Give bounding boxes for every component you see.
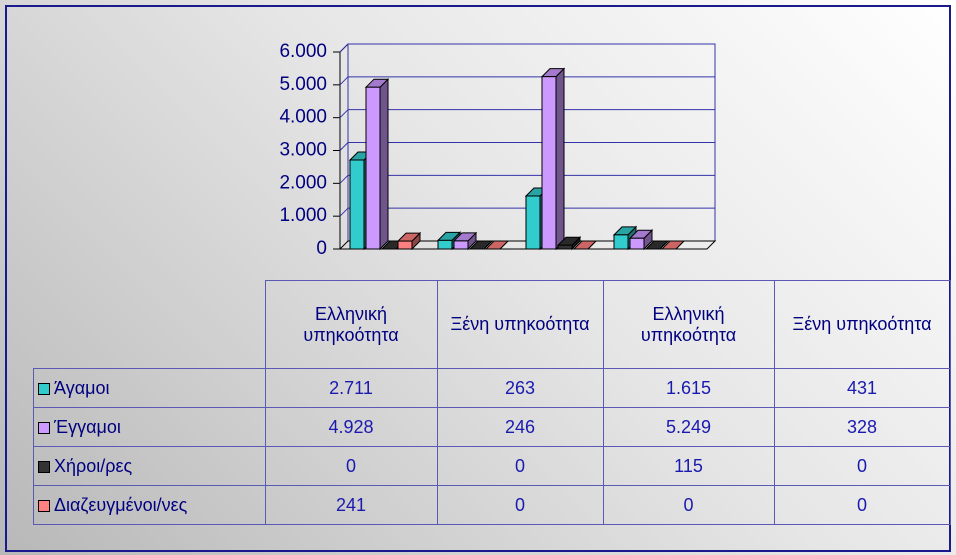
value-cell: 0 [773,446,951,486]
frame [5,5,951,552]
legend-key [38,499,50,512]
value-cell: 0 [436,446,604,486]
value-cell: 0 [602,485,775,525]
bar [629,237,645,250]
grid-line [339,207,349,217]
legend-label: Άγαμοι [54,377,110,398]
bar [613,234,629,250]
bar-side [379,77,389,251]
bar [557,244,573,250]
y-tick-label: 2.000 [279,172,327,193]
bar-top [660,240,686,250]
grid-line [339,109,349,119]
category-header: Ξένη υπηκοότητα [773,280,951,369]
bar [541,76,557,250]
grid-line [339,76,349,86]
bar [437,239,453,250]
value-cell: 5.249 [602,407,775,447]
y-tick-label: 4.000 [279,107,327,128]
value-cell: 0 [436,485,604,525]
y-tick-label: 1.000 [279,205,327,226]
bar [349,159,365,250]
series-row: Άγαμοι 2.711 263 1.615 431 [33,368,951,408]
category-header: Ελληνική υπηκοότητα [264,280,438,369]
bar-top [572,240,598,250]
legend-label: Διαζευγμένοι/νες [54,494,188,515]
legend-key [38,460,50,473]
y-tick-label: 5.000 [279,74,327,95]
bar-side [555,67,565,251]
grid-line [339,43,349,53]
corner [34,281,266,369]
value-cell: 0 [773,485,951,525]
value-cell: 431 [773,368,951,408]
bar-top [484,240,510,250]
grid-line [339,142,349,151]
bar-top [468,240,494,250]
value-cell: 0 [264,446,438,486]
value-cell: 246 [436,407,604,447]
value-cell: 241 [264,485,438,525]
y-tick-label: 3.000 [279,140,327,161]
bar [365,86,381,250]
series-label: Διαζευγμένοι/νες [33,485,266,525]
series-row: Χήροι/ρες 0 0 115 0 [33,446,951,486]
value-cell: 263 [436,368,604,408]
legend-key [38,382,50,395]
bar [525,195,541,250]
category-header: Ελληνική υπηκοότητα [602,280,775,369]
series-label: Άγαμοι [33,368,266,408]
series-label: Χήροι/ρες [33,446,266,486]
bar-top [644,240,670,250]
y-tick-label: 6.000 [279,41,327,62]
series-label: Έγγαμοι [33,407,266,447]
value-cell: 115 [602,446,775,486]
series-row: Διαζευγμένοι/νες 241 0 0 0 [33,485,951,525]
bar [453,240,469,250]
value-cell: 4.928 [264,407,438,447]
header-row: Ελληνική υπηκοότητα Ξένη υπηκοότητα Ελληνι… [34,280,951,369]
bar [397,240,413,250]
value-cell: 328 [773,407,951,447]
value-cell: 2.711 [264,368,438,408]
legend-label: Έγγαμοι [54,416,121,437]
value-cell: 1.615 [602,368,775,408]
legend-key [38,421,50,434]
series-row: Έγγαμοι 4.928 246 5.249 328 [33,407,951,447]
grid-line [339,174,349,184]
data-table: Ελληνική υπηκοότητα Ξένη υπηκοότητα Ελληνι… [33,280,951,525]
legend-label: Χήροι/ρες [54,455,133,476]
y-tick-label: 0 [316,238,327,259]
category-header: Ξένη υπηκοότητα [436,280,604,369]
